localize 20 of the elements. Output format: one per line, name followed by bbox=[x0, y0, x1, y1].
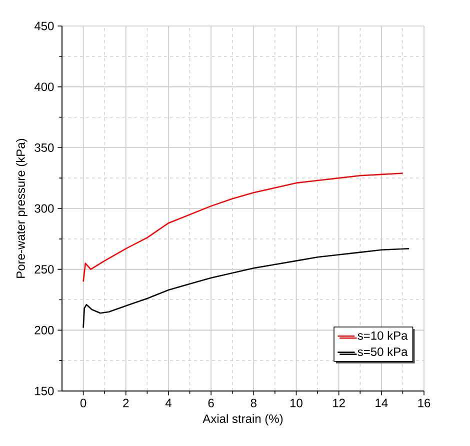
y-axis-title: Pore-water pressure (kPa) bbox=[16, 138, 28, 278]
x-tick-label: 2 bbox=[123, 398, 129, 408]
x-tick-label: 16 bbox=[418, 398, 430, 408]
x-tick-label: 10 bbox=[290, 398, 302, 408]
y-tick-label: 250 bbox=[34, 265, 54, 274]
y-tick-label: 350 bbox=[34, 143, 54, 152]
x-tick-label: 4 bbox=[165, 398, 172, 408]
x-tick-label: 0 bbox=[80, 398, 86, 408]
x-tick-label: 14 bbox=[376, 398, 388, 408]
y-tick-label: 400 bbox=[34, 82, 54, 92]
x-tick-label: 8 bbox=[250, 398, 256, 408]
x-tick-label: 6 bbox=[208, 398, 214, 408]
x-tick-label: 12 bbox=[333, 398, 345, 408]
y-tick-label: 450 bbox=[34, 22, 54, 30]
legend-label: s=50 kPa bbox=[358, 347, 408, 356]
x-axis-title: Axial strain (%) bbox=[202, 414, 283, 426]
y-tick-label: 300 bbox=[34, 204, 54, 213]
y-tick-label: 200 bbox=[34, 326, 54, 334]
y-tick-label: 150 bbox=[35, 386, 54, 396]
legend-label: s=10 kPa bbox=[358, 331, 408, 340]
